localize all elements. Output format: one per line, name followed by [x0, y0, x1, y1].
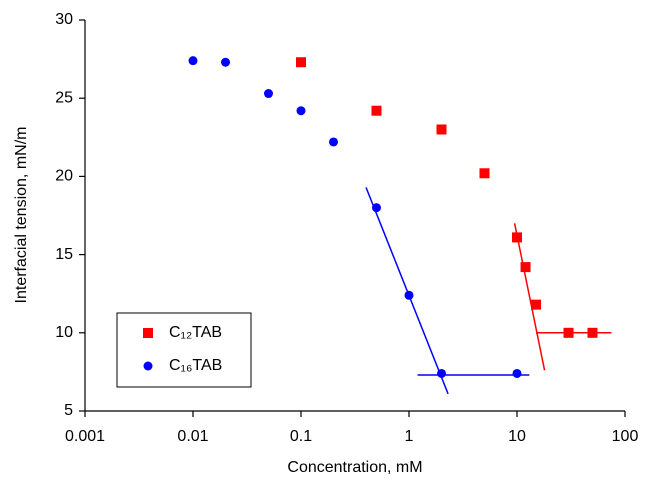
marker — [437, 368, 447, 378]
marker — [371, 203, 381, 213]
x-tick-label: 1 — [405, 428, 414, 445]
marker — [512, 368, 522, 378]
marker — [404, 290, 414, 300]
marker — [587, 327, 598, 338]
marker — [436, 124, 447, 135]
marker — [479, 168, 490, 179]
y-tick-label: 15 — [55, 246, 73, 263]
x-tick-label: 0.01 — [177, 428, 208, 445]
marker — [329, 137, 339, 147]
x-tick-label: 100 — [612, 428, 639, 445]
y-tick-label: 25 — [55, 89, 73, 106]
marker — [188, 56, 198, 66]
y-tick-label: 30 — [55, 11, 73, 28]
x-tick-label: 10 — [508, 428, 526, 445]
y-tick-label: 5 — [64, 402, 73, 419]
trend-line — [365, 187, 449, 395]
marker — [531, 299, 542, 310]
x-tick-label: 0.001 — [65, 428, 105, 445]
legend-label: C₁₂TAB — [169, 324, 222, 341]
y-tick-label: 20 — [55, 168, 73, 185]
marker — [263, 89, 273, 99]
legend-marker — [143, 328, 153, 338]
legend-label: C₁₆TAB — [169, 357, 222, 374]
marker — [512, 232, 522, 243]
marker — [221, 57, 231, 67]
x-tick-label: 0.1 — [290, 428, 312, 445]
marker — [563, 327, 574, 338]
y-axis-label: Interfacial tension, mN/m — [13, 127, 30, 304]
legend-marker — [143, 361, 153, 371]
marker — [296, 57, 306, 68]
marker — [371, 105, 382, 116]
marker — [520, 262, 531, 273]
trend-line — [513, 223, 546, 371]
y-tick-label: 10 — [55, 324, 73, 341]
legend-box — [116, 312, 252, 388]
marker — [296, 106, 306, 116]
x-axis-label: Concentration, mM — [287, 459, 422, 476]
